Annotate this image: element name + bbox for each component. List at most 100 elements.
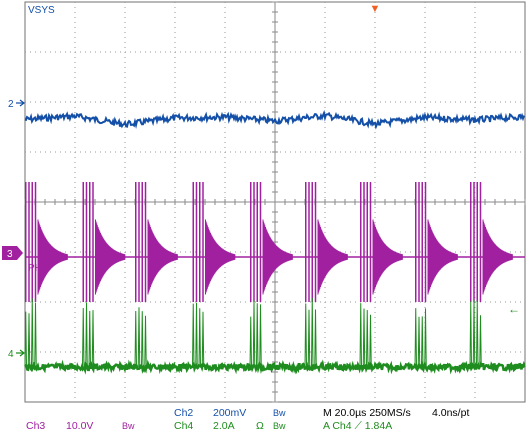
- ph-pulse: [256, 182, 258, 302]
- il-spike: [24, 311, 27, 368]
- ch2-ground-marker: 2: [8, 99, 14, 110]
- ph-pulse: [305, 182, 307, 302]
- il-spike: [88, 310, 91, 368]
- ph-pulse: [135, 182, 137, 302]
- ph-pulse: [144, 182, 147, 302]
- trigger-position-marker: ▼: [370, 3, 381, 15]
- resolution-readout: 4.0ns/pt: [432, 407, 469, 419]
- ph-pulse: [89, 182, 91, 302]
- il-spike: [91, 310, 95, 368]
- ph-pulse: [195, 182, 198, 302]
- ph-pulse: [31, 182, 33, 302]
- ph-pulse: [311, 182, 313, 302]
- trigger-level-marker: ←: [508, 302, 520, 316]
- ph-pulse: [199, 182, 201, 302]
- status-bar: Ch2 200mV Bw M 20.0µs 250MS/s 4.0ns/pt C…: [26, 407, 469, 432]
- ch3-ground-badge: [2, 246, 23, 260]
- il-spike: [469, 301, 472, 368]
- ph-pulse: [314, 182, 317, 302]
- il-spike: [34, 302, 37, 368]
- il-spike: [141, 311, 144, 368]
- ohm-icon: Ω: [256, 420, 264, 432]
- ph-pulse: [470, 182, 472, 302]
- ph-pulse: [424, 182, 427, 302]
- il-spike: [479, 315, 482, 368]
- ph-pulse: [476, 182, 478, 302]
- il-spike: [195, 302, 198, 368]
- ph-pulse: [25, 182, 27, 302]
- il-spike: [314, 309, 317, 368]
- ph-pulse: [253, 182, 255, 302]
- il-spike: [249, 316, 252, 368]
- ph-pulse: [366, 182, 368, 302]
- ph-pulse: [473, 182, 475, 302]
- il-spike: [82, 308, 85, 368]
- vsys-trace: [24, 109, 525, 130]
- il-spike: [144, 315, 147, 368]
- ph-pulse: [369, 182, 372, 302]
- ch4-scale: 2.0A: [213, 420, 235, 432]
- il-label: IL: [30, 361, 39, 372]
- il-spike: [421, 316, 424, 368]
- il-spike: [256, 303, 259, 368]
- il-spike: [307, 309, 311, 368]
- bandwidth-limit-ch4: Bw: [273, 421, 286, 431]
- ph-pulse: [250, 182, 252, 302]
- il-spike: [424, 308, 427, 368]
- ph-pulse: [34, 182, 37, 302]
- bandwidth-limit-ch3: Bw: [122, 421, 135, 431]
- il-spike: [27, 313, 31, 368]
- ph-pulse: [479, 182, 482, 302]
- il-spike: [31, 298, 34, 368]
- ph-pulse: [85, 182, 88, 302]
- il-spike: [85, 302, 88, 368]
- ph-pulse: [418, 182, 420, 302]
- il-spike: [259, 304, 262, 368]
- ch2-label: Ch2: [174, 407, 193, 419]
- vsys-label: VSYS: [28, 5, 55, 16]
- ph-pulse: [92, 182, 94, 302]
- ph-pulse: [82, 182, 84, 302]
- ch3-scale: 10.0V: [66, 420, 93, 432]
- ch4-ground-marker: 4: [8, 349, 14, 360]
- ph-pulse: [415, 182, 417, 302]
- ph-pulse: [202, 182, 204, 302]
- il-spike: [359, 303, 362, 368]
- graticule-grid: [24, 1, 526, 403]
- ch3-label: Ch3: [26, 420, 45, 432]
- ph-pulse: [141, 182, 143, 302]
- il-spike: [362, 308, 366, 368]
- il-trace: [24, 359, 526, 375]
- ph-pulse: [308, 182, 310, 302]
- trace-layer: [24, 109, 526, 375]
- il-spike: [252, 300, 256, 368]
- il-spike: [369, 314, 372, 368]
- ch2-scale: 200mV: [213, 407, 246, 419]
- ch3-ground-marker: 3: [7, 249, 13, 260]
- il-spike: [201, 311, 205, 368]
- ph-pulse: [363, 182, 365, 302]
- il-spike: [198, 308, 201, 368]
- ch4-label: Ch4: [174, 420, 193, 432]
- bandwidth-limit-ch2: Bw: [273, 408, 286, 418]
- ch4-ground-arrow: [16, 349, 25, 357]
- il-spike: [304, 303, 307, 368]
- timebase-readout: M 20.0µs 250MS/s: [323, 407, 411, 419]
- il-spike: [417, 316, 421, 368]
- il-spike: [137, 307, 141, 368]
- trigger-readout: A Ch4 ⟋ 1.84A: [323, 420, 392, 432]
- ph-pulse: [192, 182, 194, 302]
- ph-label: PH: [28, 263, 42, 274]
- ph-pulse: [28, 182, 30, 302]
- ph-pulse: [421, 182, 423, 302]
- il-spike: [192, 303, 195, 368]
- ph-trace: [25, 182, 513, 302]
- ph-pulse: [138, 182, 140, 302]
- ph-pulse: [360, 182, 362, 302]
- il-spike: [472, 299, 476, 368]
- il-spike: [414, 308, 417, 368]
- il-spike: [134, 310, 137, 368]
- ch2-ground-arrow: [16, 99, 25, 107]
- il-spike: [476, 300, 479, 368]
